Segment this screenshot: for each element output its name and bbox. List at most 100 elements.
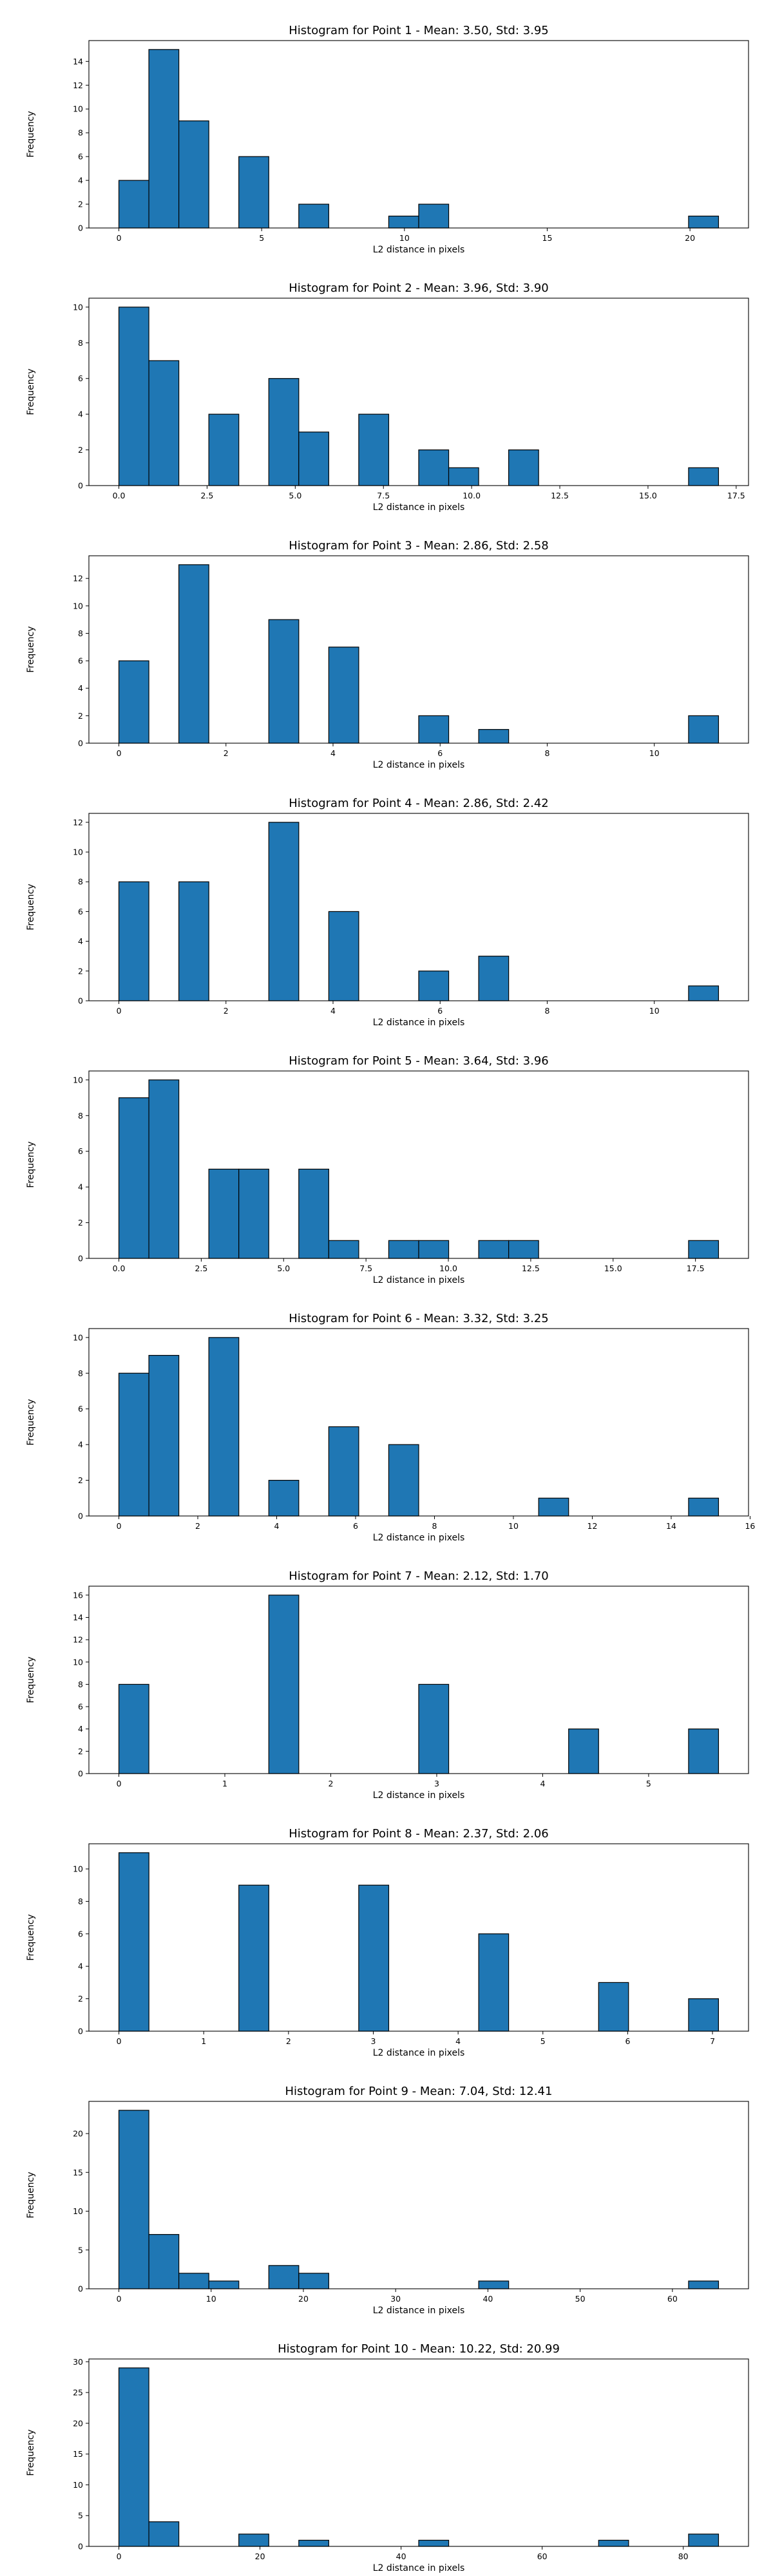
x-tick-label: 7.5 (359, 1264, 372, 1273)
x-tick-label: 2 (195, 1521, 200, 1531)
y-tick-label: 20 (73, 2418, 83, 2428)
y-axis-label: Frequency (26, 1914, 36, 1960)
y-tick-label: 8 (78, 1368, 83, 1378)
y-tick-label: 6 (78, 907, 83, 916)
histogram-chart-10: Histogram for Point 10 - Mean: 10.22, St… (26, 2342, 749, 2573)
y-axis-label: Frequency (26, 368, 36, 415)
x-tick-label: 60 (537, 2552, 548, 2561)
histogram-bar (208, 413, 240, 486)
x-tick-label: 6 (437, 748, 443, 758)
histogram-bar (268, 1479, 300, 1517)
x-tick-label: 5 (259, 233, 264, 243)
x-tick-label: 1 (201, 2036, 206, 2046)
x-axis-label: L2 distance in pixels (373, 245, 465, 255)
histogram-bar (358, 1884, 390, 2032)
histogram-bar (148, 1354, 180, 1517)
x-tick-label: 0 (117, 2552, 122, 2561)
x-tick-label: 0 (117, 2294, 122, 2304)
histogram-chart-6: Histogram for Point 6 - Mean: 3.32, Std:… (26, 1312, 755, 1543)
x-tick-label: 5.0 (289, 491, 301, 500)
histogram-bar (118, 881, 149, 1001)
x-tick-label: 15.0 (639, 491, 657, 500)
x-tick-label: 7.5 (377, 491, 390, 500)
y-axis-label: Frequency (26, 111, 36, 157)
x-tick-label: 6 (353, 1521, 358, 1531)
histogram-bar (388, 215, 419, 229)
x-tick-label: 80 (678, 2552, 689, 2561)
x-tick-label: 10 (508, 1521, 519, 1531)
y-tick-label: 2 (78, 445, 83, 455)
histogram-chart-9: Histogram for Point 9 - Mean: 7.04, Std:… (26, 2085, 749, 2316)
y-tick-label: 16 (73, 1590, 83, 1600)
histogram-bar (478, 1933, 510, 2032)
chart-title: Histogram for Point 6 - Mean: 3.32, Std:… (289, 1312, 549, 1325)
x-tick-label: 17.5 (687, 1264, 705, 1273)
y-tick-label: 0 (78, 1511, 83, 1521)
histogram-chart-3: Histogram for Point 3 - Mean: 2.86, Std:… (26, 539, 749, 770)
y-tick-label: 6 (78, 1702, 83, 1712)
histogram-bar (238, 1884, 269, 2032)
x-axis-label: L2 distance in pixels (373, 2306, 465, 2316)
y-tick-label: 20 (73, 2129, 83, 2139)
histogram-bar (478, 729, 510, 744)
y-tick-label: 10 (73, 601, 83, 611)
chart-title: Histogram for Point 8 - Mean: 2.37, Std:… (289, 1827, 549, 1841)
y-tick-label: 6 (78, 656, 83, 666)
x-tick-label: 2 (286, 2036, 291, 2046)
y-tick-label: 30 (73, 2357, 83, 2367)
histogram-bar (688, 1497, 720, 1517)
x-tick-label: 10 (399, 233, 410, 243)
histogram-bar (298, 2539, 329, 2547)
histogram-chart-1: Histogram for Point 1 - Mean: 3.50, Std:… (26, 24, 749, 255)
x-tick-label: 15 (542, 233, 553, 243)
x-tick-label: 12 (587, 1521, 598, 1531)
histogram-bar (118, 307, 149, 486)
y-tick-label: 0 (78, 2027, 83, 2036)
x-tick-label: 8 (545, 748, 550, 758)
y-tick-label: 14 (73, 1613, 83, 1622)
y-tick-label: 0 (78, 996, 83, 1006)
y-tick-label: 2 (78, 200, 83, 209)
chart-title: Histogram for Point 5 - Mean: 3.64, Std:… (289, 1054, 549, 1068)
histogram-bar (298, 2273, 329, 2289)
y-tick-label: 10 (73, 2206, 83, 2216)
y-tick-label: 4 (78, 1962, 83, 1971)
histogram-bar (118, 180, 149, 229)
histogram-bar (268, 378, 300, 486)
plot-area-frame (88, 298, 749, 486)
y-tick-label: 2 (78, 1218, 83, 1227)
histogram-bar (118, 2367, 149, 2547)
chart-title: Histogram for Point 2 - Mean: 3.96, Std:… (289, 281, 549, 295)
chart-title: Histogram for Point 7 - Mean: 2.12, Std:… (289, 1569, 549, 1583)
x-tick-label: 10.0 (463, 491, 481, 500)
histogram-bar (688, 1728, 720, 1774)
x-tick-label: 0 (117, 233, 122, 243)
x-tick-label: 20 (298, 2294, 309, 2304)
y-tick-label: 10 (73, 2480, 83, 2490)
y-tick-label: 8 (78, 128, 83, 138)
x-tick-label: 2.5 (195, 1264, 207, 1273)
histogram-bar (238, 1168, 269, 1259)
x-tick-label: 5 (646, 1779, 651, 1788)
x-tick-label: 12.5 (551, 491, 569, 500)
histogram-bar (478, 956, 510, 1001)
x-tick-label: 0.0 (113, 1264, 126, 1273)
x-tick-label: 20 (255, 2552, 265, 2561)
histogram-bar (268, 2265, 300, 2289)
histogram-bar (268, 822, 300, 1001)
x-tick-label: 15.0 (604, 1264, 622, 1273)
histogram-bar (688, 467, 720, 486)
x-tick-label: 14 (666, 1521, 676, 1531)
y-tick-label: 10 (73, 302, 83, 312)
x-axis-label: L2 distance in pixels (373, 1533, 465, 1543)
y-axis-label: Frequency (26, 884, 36, 930)
y-tick-label: 2 (78, 711, 83, 721)
y-tick-label: 10 (73, 848, 83, 857)
histogram-bar (328, 1426, 359, 1517)
histogram-bar (118, 660, 149, 744)
x-tick-label: 10.0 (439, 1264, 457, 1273)
x-tick-label: 2.5 (200, 491, 213, 500)
histogram-bar (688, 2533, 720, 2547)
x-tick-label: 12.5 (522, 1264, 540, 1273)
chart-title: Histogram for Point 4 - Mean: 2.86, Std:… (289, 797, 549, 810)
